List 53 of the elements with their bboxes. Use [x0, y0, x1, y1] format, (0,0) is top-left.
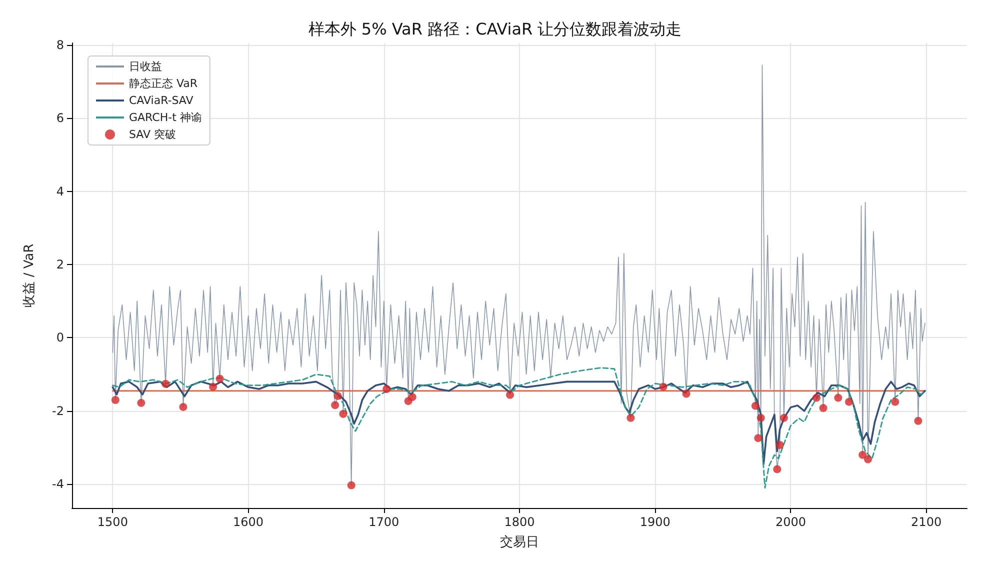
point — [347, 481, 356, 490]
x-tick-label: 1700 — [368, 515, 400, 529]
point — [773, 465, 782, 474]
point — [111, 396, 120, 404]
point — [382, 385, 391, 393]
y-tick-label: 2 — [56, 258, 64, 272]
point — [331, 401, 340, 410]
point — [754, 434, 762, 442]
point — [845, 398, 854, 406]
point — [659, 382, 668, 391]
point — [914, 416, 922, 425]
point — [408, 393, 416, 402]
legend-label: CAViaR-SAV — [129, 94, 194, 107]
point — [812, 394, 820, 402]
x-tick-label: 2100 — [911, 515, 942, 529]
point — [858, 450, 867, 459]
x-tick-label: 2000 — [775, 515, 806, 529]
point — [339, 410, 348, 418]
legend-label: SAV 突破 — [129, 128, 176, 141]
x-tick-label: 1600 — [233, 515, 264, 529]
point — [780, 414, 788, 422]
x-tick-label: 1500 — [97, 515, 128, 529]
y-axis-title: 收益 / VaR — [22, 244, 37, 308]
y-tick-label: 8 — [56, 38, 64, 52]
point — [334, 392, 342, 400]
point — [137, 398, 146, 407]
point — [864, 455, 872, 464]
x-tick-label: 1800 — [504, 515, 535, 529]
y-tick-label: 6 — [56, 111, 64, 126]
point — [834, 394, 842, 402]
x-tick-label: 1900 — [640, 515, 670, 529]
point — [179, 402, 188, 411]
point — [216, 374, 224, 383]
legend-label: 日收益 — [129, 60, 162, 73]
point — [162, 380, 170, 388]
legend-label: GARCH-t 神谕 — [129, 111, 202, 124]
point — [682, 390, 690, 398]
chart-title: 样本外 5% VaR 路径：CAViaR 让分位数跟着波动走 — [308, 20, 682, 38]
line-series — [112, 367, 926, 489]
legend-label: 静态正态 VaR — [129, 77, 198, 90]
y-tick-label: 4 — [56, 184, 64, 198]
point — [776, 441, 784, 450]
point — [751, 402, 760, 410]
y-tick-label: -2 — [52, 404, 64, 418]
y-tick-label: 0 — [56, 330, 64, 345]
y-tick-label: -4 — [52, 477, 64, 492]
point — [819, 404, 828, 412]
point — [506, 390, 514, 399]
point — [626, 414, 635, 422]
x-axis-title: 交易日 — [500, 534, 539, 550]
point — [756, 414, 765, 422]
point — [209, 382, 218, 391]
point — [891, 398, 900, 406]
